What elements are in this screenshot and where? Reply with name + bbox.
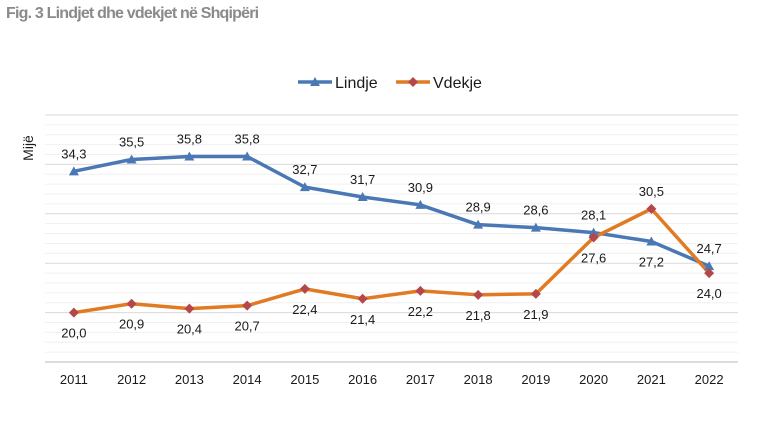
x-tick-label: 2022 xyxy=(695,372,724,387)
data-label: 27,2 xyxy=(639,254,664,269)
triangle-marker xyxy=(588,227,599,237)
data-label: 24,0 xyxy=(696,286,721,301)
data-label: 28,6 xyxy=(523,203,548,218)
data-label: 20,9 xyxy=(119,317,144,332)
x-tick-label: 2011 xyxy=(60,372,88,387)
triangle-marker xyxy=(126,154,137,164)
legend: Lindje Vdekje xyxy=(298,75,482,92)
triangle-marker xyxy=(704,261,715,271)
x-tick-label: 2013 xyxy=(175,372,204,387)
data-label: 35,5 xyxy=(119,134,144,149)
series-line-lindje xyxy=(73,154,710,268)
data-label: 21,4 xyxy=(350,312,375,327)
series-markers xyxy=(68,151,715,318)
x-axis-ticks: 2011 2012 2013 2014 2015 2016 2017 2018 2019 2020… xyxy=(60,372,724,387)
data-label: 31,7 xyxy=(350,172,375,187)
legend-label: Vdekje xyxy=(433,75,482,92)
x-tick-label: 2016 xyxy=(348,372,377,387)
data-label: 20,7 xyxy=(234,319,259,334)
data-label: 22,4 xyxy=(292,302,317,317)
data-label: 30,9 xyxy=(408,180,433,195)
diamond-marker xyxy=(126,298,137,309)
data-label: 28,9 xyxy=(465,200,490,215)
triangle-marker xyxy=(357,192,368,202)
diamond-marker xyxy=(357,293,368,304)
legend-triangle-icon xyxy=(310,77,320,86)
diamond-marker xyxy=(242,300,253,311)
triangle-marker xyxy=(646,236,657,246)
triangle-marker xyxy=(415,199,426,209)
data-label: 28,1 xyxy=(581,208,606,223)
data-labels: 34,3 35,5 35,8 35,8 32,7 31,7 30,9 28,9 28,6 28,1… xyxy=(61,131,722,340)
data-label: 32,7 xyxy=(292,162,317,177)
diamond-marker xyxy=(646,203,657,214)
legend-diamond-icon xyxy=(408,77,418,87)
data-label: 20,0 xyxy=(61,326,86,341)
triangle-marker xyxy=(299,182,310,192)
data-label: 35,8 xyxy=(234,131,259,146)
x-tick-label: 2021 xyxy=(637,372,666,387)
diamond-marker xyxy=(530,288,541,299)
diamond-marker xyxy=(704,268,715,279)
legend-label: Lindje xyxy=(335,75,378,92)
figure-title: Fig. 3 Lindjet dhe vdekjet në Shqipëri xyxy=(6,5,259,22)
diamond-marker xyxy=(184,303,195,314)
triangle-marker xyxy=(473,219,484,229)
data-label: 34,3 xyxy=(61,146,86,161)
triangle-marker xyxy=(68,166,79,176)
y-axis-label: Mijë xyxy=(20,135,36,161)
x-tick-label: 2017 xyxy=(406,372,435,387)
data-label: 21,9 xyxy=(523,307,548,322)
x-tick-label: 2015 xyxy=(290,372,319,387)
data-label: 27,6 xyxy=(581,251,606,266)
diamond-marker xyxy=(68,307,79,318)
triangle-marker xyxy=(530,222,541,232)
x-tick-label: 2012 xyxy=(117,372,146,387)
triangle-marker xyxy=(242,151,253,161)
diamond-marker xyxy=(299,283,310,294)
diamond-marker xyxy=(415,285,426,296)
x-tick-label: 2018 xyxy=(464,372,493,387)
triangle-marker xyxy=(184,151,195,161)
gridlines xyxy=(45,114,738,363)
data-label: 22,2 xyxy=(408,304,433,319)
series-line-vdekje xyxy=(73,207,711,315)
data-label: 20,4 xyxy=(177,322,202,337)
x-tick-label: 2014 xyxy=(233,372,262,387)
diamond-marker xyxy=(473,289,484,300)
data-label: 35,8 xyxy=(177,131,202,146)
data-label: 21,8 xyxy=(465,308,490,323)
x-tick-label: 2020 xyxy=(579,372,608,387)
data-label: 30,5 xyxy=(639,184,664,199)
data-label: 24,7 xyxy=(696,241,721,256)
diamond-marker xyxy=(588,232,599,243)
x-tick-label: 2019 xyxy=(521,372,550,387)
series-lines xyxy=(73,154,711,315)
